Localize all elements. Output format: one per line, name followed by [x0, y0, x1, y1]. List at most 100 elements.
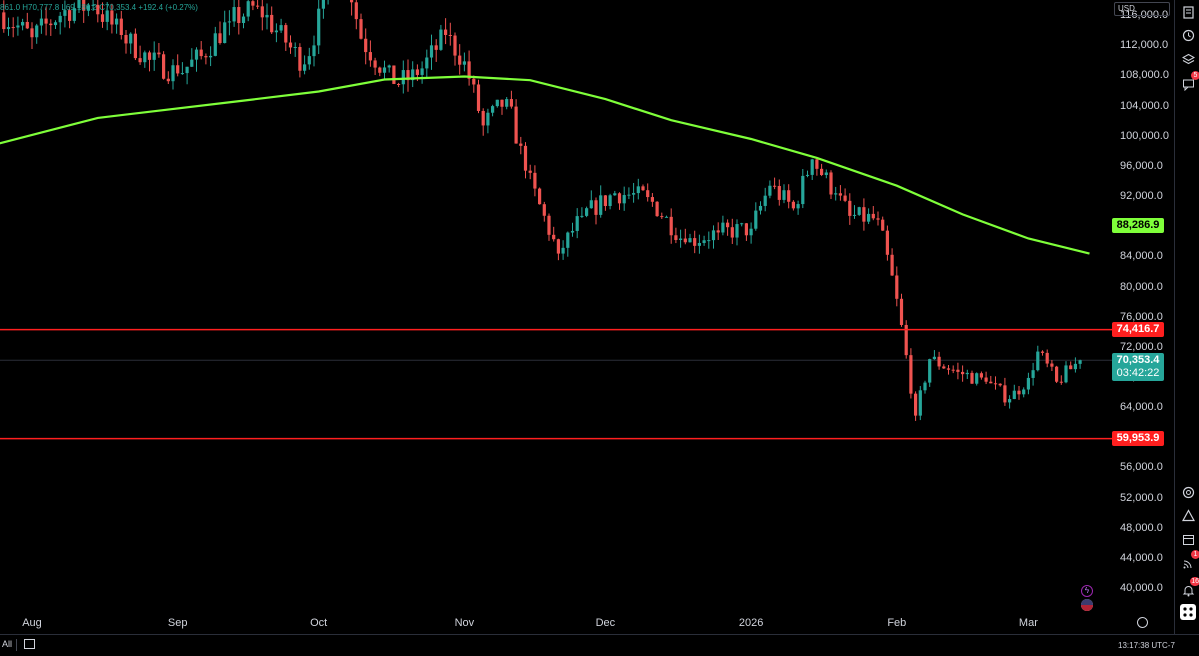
price-axis[interactable]: 40,000.0 44,000.0 48,000.0 52,000.0 56,000.0… — [1112, 0, 1172, 634]
candle-body — [246, 1, 250, 17]
candle-body — [570, 230, 575, 233]
candle-body — [303, 64, 307, 71]
candle-body — [735, 224, 739, 238]
candle-body — [180, 73, 184, 75]
candle-layer — [2, 0, 1082, 421]
price-tick-label: 96,000.0 — [1120, 159, 1163, 172]
candle-body — [364, 38, 368, 53]
candle-body — [96, 4, 100, 15]
candle-body — [528, 170, 532, 173]
time-tick-label: Nov — [454, 617, 475, 629]
candle-body — [256, 5, 260, 7]
candle-body — [674, 235, 678, 240]
price-tick-label: 80,000.0 — [1120, 280, 1163, 293]
apps-grid-icon[interactable] — [1180, 604, 1196, 620]
candle-body — [100, 14, 105, 22]
candle-body — [82, 0, 86, 11]
candle-body — [622, 195, 626, 204]
price-tick-label: 104,000.0 — [1120, 99, 1169, 112]
candle-body — [697, 242, 701, 246]
price-tick-label: 72,000.0 — [1120, 340, 1163, 353]
price-tick-label: 100,000.0 — [1120, 129, 1169, 142]
candle-body — [124, 34, 128, 44]
candle-body — [575, 216, 579, 231]
candle-body — [293, 47, 297, 49]
ideas-icon[interactable] — [1180, 507, 1196, 523]
price-tick-label: 56,000.0 — [1120, 461, 1163, 474]
bar-countdown: 03:42:22 — [1116, 367, 1160, 380]
candle-body — [72, 8, 76, 21]
candle-body — [307, 56, 311, 65]
candle-body — [791, 201, 795, 209]
candle-body — [86, 5, 90, 11]
candle-body — [373, 60, 377, 68]
candle-body — [1050, 363, 1054, 367]
candle-body — [49, 23, 53, 26]
bell-icon[interactable]: 16 — [1180, 577, 1199, 598]
candle-body — [444, 29, 448, 35]
candle-body — [21, 21, 25, 26]
candle-body — [298, 47, 302, 71]
chart-canvas[interactable] — [0, 0, 1112, 634]
candle-body — [730, 227, 734, 238]
candle-body — [382, 67, 387, 73]
calendar-icon[interactable] — [1180, 531, 1196, 547]
candle-body — [613, 193, 617, 196]
candle-body — [1031, 370, 1035, 378]
moving-average-line — [0, 75, 1090, 255]
candle-body — [237, 7, 241, 24]
candle-body — [514, 106, 518, 144]
candle-body — [500, 99, 504, 107]
candle-body — [397, 83, 401, 85]
time-tick-label: Sep — [167, 617, 188, 629]
candle-body — [425, 57, 429, 69]
flag-icon[interactable] — [1081, 599, 1093, 611]
range-all-button[interactable]: All — [2, 639, 13, 649]
bottom-bar: All 13:17:38 UTC-7 — [0, 634, 1199, 656]
candle-body — [279, 25, 283, 31]
candle-body — [453, 35, 457, 56]
time-tick-label: Aug — [22, 617, 42, 629]
chart-pane[interactable]: 861.0 H70,777.8 L69,180.2 C70,353.4 +192… — [0, 0, 1112, 634]
candle-body — [157, 52, 161, 55]
candle-body — [1055, 366, 1059, 382]
candle-body — [458, 55, 462, 65]
current-price-value: 70,353.4 — [1116, 354, 1160, 367]
candle-body — [961, 371, 965, 375]
range-divider — [16, 639, 17, 651]
candle-body — [176, 65, 180, 74]
currency-select[interactable]: USD — [1114, 2, 1170, 16]
candle-body — [35, 25, 39, 38]
candle-body — [6, 27, 11, 30]
settings-gear-icon[interactable] — [1137, 617, 1148, 628]
candle-body — [91, 4, 95, 6]
candle-body — [1026, 377, 1030, 390]
candle-body — [815, 159, 819, 169]
candle-body — [824, 172, 828, 176]
date-range-icon[interactable] — [24, 639, 35, 649]
signal-icon[interactable]: 1 — [1180, 550, 1199, 571]
candle-body — [519, 143, 523, 146]
candle-body — [993, 383, 998, 385]
price-tick-label: 44,000.0 — [1120, 551, 1163, 564]
candle-body — [749, 228, 753, 236]
utc-clock[interactable]: 13:17:38 UTC-7 — [1118, 641, 1175, 650]
alerts-chat-icon[interactable]: 5 — [1180, 71, 1199, 92]
candle-body — [1036, 351, 1040, 371]
watchlist-icon[interactable] — [1180, 4, 1196, 20]
candle-body — [185, 66, 189, 74]
lightning-icon[interactable]: ϟ — [1081, 585, 1093, 597]
candle-body — [909, 355, 913, 394]
candle-body — [439, 29, 443, 50]
candle-body — [429, 45, 434, 58]
target-icon[interactable] — [1180, 484, 1196, 500]
candle-body — [1059, 381, 1063, 383]
candle-body — [937, 356, 941, 367]
candle-body — [274, 30, 278, 33]
clock-icon[interactable] — [1180, 27, 1196, 43]
candle-body — [801, 175, 805, 205]
layers-icon[interactable] — [1180, 51, 1196, 67]
price-tick-label: 112,000.0 — [1120, 39, 1169, 52]
candle-body — [716, 230, 720, 233]
time-tick-label: Mar — [1018, 617, 1038, 629]
